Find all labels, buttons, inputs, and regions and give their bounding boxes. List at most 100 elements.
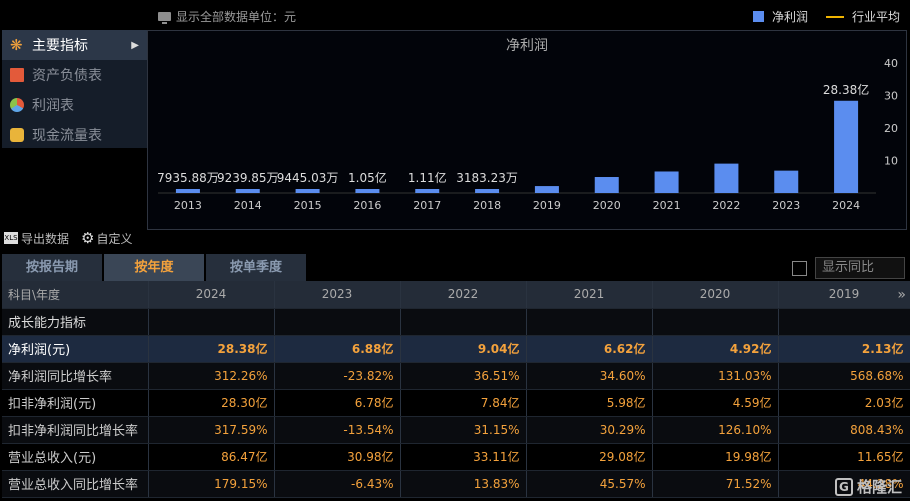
chart-bar[interactable] bbox=[834, 100, 859, 193]
header-year[interactable]: 2023 bbox=[274, 281, 401, 309]
show-all-label: 显示全部数据 bbox=[176, 10, 249, 24]
y-tick-label: 30 bbox=[884, 90, 898, 103]
table-cell: 126.10% bbox=[652, 416, 779, 444]
table-row[interactable]: 营业总收入(元) 86.47亿 30.98亿 33.11亿 29.08亿 19.98亿 11… bbox=[2, 443, 910, 471]
data-label: 1.11亿 bbox=[408, 170, 447, 185]
legend-net-profit[interactable]: 净利润 bbox=[771, 10, 808, 24]
table-cell: 2.03亿 bbox=[778, 389, 910, 417]
table-cell: 19.98亿 bbox=[652, 443, 779, 471]
header-year[interactable]: 2024 bbox=[148, 281, 275, 309]
table-row[interactable]: 扣非净利润(元) 28.30亿 6.78亿 7.84亿 5.98亿 4.59亿 2.03亿 bbox=[2, 389, 910, 417]
tab-by-quarter[interactable]: 按单季度 bbox=[206, 254, 306, 281]
table-cell: 131.03% bbox=[652, 362, 779, 390]
tab-by-report-period[interactable]: 按报告期 bbox=[2, 254, 102, 281]
x-tick-label: 2015 bbox=[294, 199, 322, 212]
watermark-logo: G 格隆汇 bbox=[834, 476, 902, 497]
export-data-button[interactable]: XLS 导出数据 bbox=[4, 230, 69, 247]
nav-item-label: 现金流量表 bbox=[32, 128, 102, 144]
chevron-right-icon: ▶ bbox=[131, 39, 139, 51]
data-label: 28.38亿 bbox=[823, 82, 869, 97]
tab-by-year[interactable]: 按年度 bbox=[104, 254, 204, 281]
legend-industry-avg[interactable]: 行业平均 bbox=[851, 10, 900, 24]
header-subject-year: 科目\年度 bbox=[2, 281, 149, 309]
table-cell: 179.15% bbox=[148, 470, 275, 498]
chart-bar[interactable] bbox=[714, 163, 739, 193]
coin-icon bbox=[10, 128, 24, 142]
customize-button[interactable]: ⚙ 自定义 bbox=[81, 230, 132, 247]
x-tick-label: 2021 bbox=[653, 199, 681, 212]
table-header-row: 科目\年度 2024 2023 2022 2021 2020 2019 bbox=[2, 281, 910, 309]
y-tick-label: 10 bbox=[884, 155, 898, 168]
table-row[interactable]: 净利润(元) 28.38亿 6.88亿 9.04亿 6.62亿 4.92亿 2.13亿 bbox=[2, 335, 910, 363]
header-year[interactable]: 2020 bbox=[652, 281, 779, 309]
nav-item-balance-sheet[interactable]: 资产负债表 bbox=[2, 60, 147, 90]
chart-bar[interactable] bbox=[175, 189, 200, 193]
x-tick-label: 2013 bbox=[174, 199, 202, 212]
chart-bar[interactable] bbox=[774, 170, 799, 193]
x-tick-label: 2019 bbox=[533, 199, 561, 212]
header-year[interactable]: 2022 bbox=[400, 281, 527, 309]
table-cell: 312.26% bbox=[148, 362, 275, 390]
data-label: 1.05亿 bbox=[348, 170, 387, 185]
show-yoy-button[interactable]: 显示同比 bbox=[815, 257, 905, 279]
table-cell: 30.98亿 bbox=[274, 443, 401, 471]
nav-item-label: 主要指标 bbox=[32, 38, 88, 54]
x-tick-label: 2018 bbox=[473, 199, 501, 212]
x-tick-label: 2020 bbox=[593, 199, 621, 212]
nav-item-cash-flow[interactable]: 现金流量表 bbox=[2, 120, 147, 150]
table-cell bbox=[526, 308, 653, 336]
double-chevron-right-icon[interactable]: » bbox=[897, 287, 906, 303]
pie-icon bbox=[10, 98, 24, 112]
table-row[interactable]: 营业总收入同比增长率 179.15% -6.43% 13.83% 45.57% 71.52… bbox=[2, 470, 910, 498]
table-cell: 6.78亿 bbox=[274, 389, 401, 417]
table-cell bbox=[274, 308, 401, 336]
table-cell bbox=[778, 308, 910, 336]
net-profit-chart: 净利润 10 20 30 40 2013 7935.88万 2014 9239.85万 2015… bbox=[147, 30, 907, 230]
chart-bar[interactable] bbox=[355, 189, 380, 193]
row-label: 成长能力指标 bbox=[2, 308, 149, 336]
nav-item-key-indicators[interactable]: ❋ 主要指标 ▶ bbox=[2, 30, 147, 60]
chart-bar[interactable] bbox=[295, 189, 320, 193]
excel-icon: XLS bbox=[4, 232, 18, 244]
table-row[interactable]: 净利润同比增长率 312.26% -23.82% 36.51% 34.60% 131.03… bbox=[2, 362, 910, 390]
bar-swatch-icon bbox=[752, 11, 764, 22]
table-row[interactable]: 成长能力指标 bbox=[2, 308, 910, 336]
data-label: 3183.23万 bbox=[456, 171, 518, 185]
monitor-icon bbox=[158, 12, 171, 24]
logo-icon: G bbox=[834, 477, 853, 496]
nav-item-income-statement[interactable]: 利润表 bbox=[2, 90, 147, 120]
chart-bar[interactable] bbox=[534, 186, 559, 193]
table-cell: 13.83% bbox=[400, 470, 527, 498]
show-all-data-button[interactable]: 显示全部数据 bbox=[158, 8, 248, 25]
table-cell: -13.54% bbox=[274, 416, 401, 444]
chart-bar[interactable] bbox=[475, 189, 500, 193]
period-tabs: 按报告期 按年度 按单季度 bbox=[2, 254, 308, 281]
x-tick-label: 2017 bbox=[413, 199, 441, 212]
table-cell: 86.47亿 bbox=[148, 443, 275, 471]
table-row[interactable]: 扣非净利润同比增长率 317.59% -13.54% 31.15% 30.29% 126.… bbox=[2, 416, 910, 444]
y-tick-label: 40 bbox=[884, 57, 898, 70]
unit-label: 单位：元 bbox=[248, 10, 297, 24]
line-swatch-icon bbox=[825, 15, 844, 18]
table-cell: 7.84亿 bbox=[400, 389, 527, 417]
chart-bar[interactable] bbox=[654, 171, 679, 193]
yoy-checkbox[interactable] bbox=[792, 260, 807, 276]
table-cell: 11.65亿 bbox=[778, 443, 910, 471]
chart-bar[interactable] bbox=[415, 189, 440, 193]
left-nav: ❋ 主要指标 ▶ 资产负债表 利润表 现金流量表 bbox=[2, 30, 147, 148]
table-cell: 30.29% bbox=[526, 416, 653, 444]
table-cell: 44.28% bbox=[778, 470, 910, 498]
document-icon bbox=[10, 68, 24, 82]
x-tick-label: 2024 bbox=[832, 199, 860, 212]
tool-row: XLS 导出数据 ⚙ 自定义 bbox=[0, 228, 910, 248]
header-year[interactable]: 2019 bbox=[778, 281, 910, 309]
table-cell: 6.62亿 bbox=[526, 335, 653, 363]
table-cell: 29.08亿 bbox=[526, 443, 653, 471]
chart-bar[interactable] bbox=[594, 177, 619, 193]
table-cell: 34.60% bbox=[526, 362, 653, 390]
chart-bar[interactable] bbox=[235, 189, 260, 193]
table-cell: 4.92亿 bbox=[652, 335, 779, 363]
header-year[interactable]: 2021 bbox=[526, 281, 653, 309]
row-label: 扣非净利润(元) bbox=[2, 389, 149, 417]
table-cell: 5.98亿 bbox=[526, 389, 653, 417]
